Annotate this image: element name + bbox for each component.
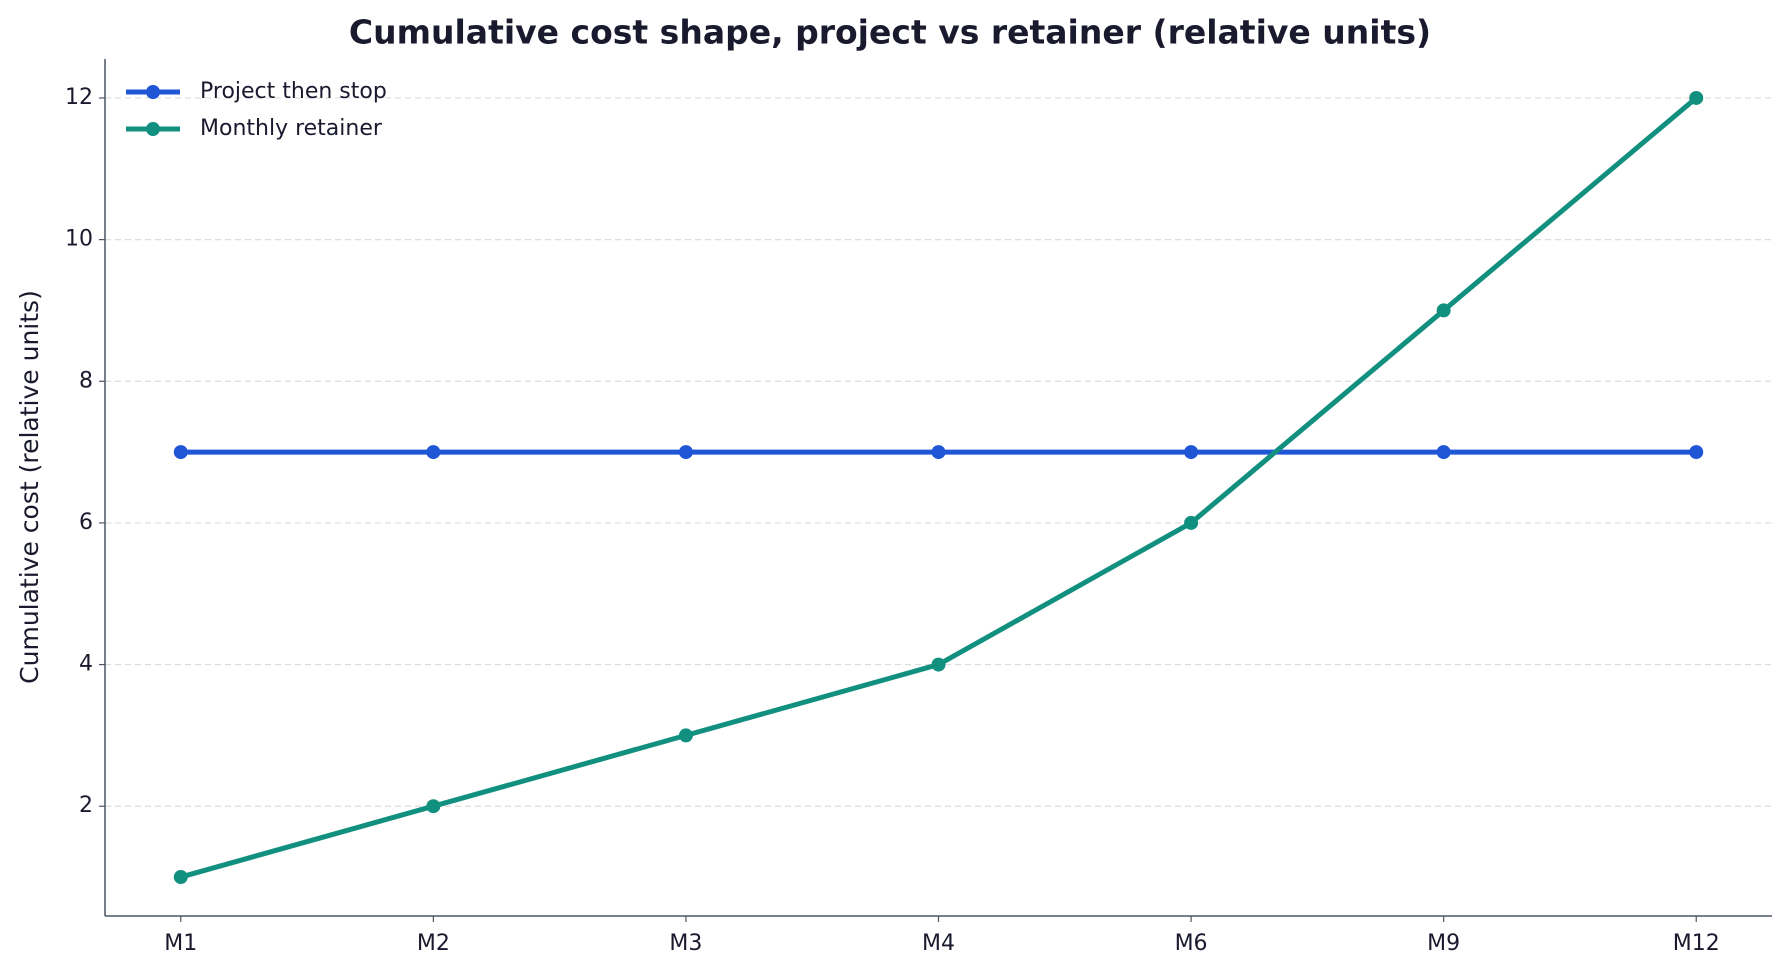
x-tick-label: M6 — [1175, 931, 1208, 956]
x-tick-label: M1 — [164, 931, 197, 956]
data-point — [1436, 303, 1451, 318]
legend-label: Monthly retainer — [200, 116, 383, 141]
y-tick-label: 6 — [79, 510, 93, 535]
legend-label: Project then stop — [200, 79, 387, 104]
y-tick-label: 10 — [65, 227, 93, 252]
data-point — [426, 445, 441, 460]
data-point — [1689, 90, 1704, 105]
x-tick-label: M12 — [1673, 931, 1720, 956]
legend-marker — [146, 85, 160, 99]
y-tick-label: 12 — [65, 85, 93, 110]
data-point — [1436, 445, 1451, 460]
data-point — [173, 445, 188, 460]
data-point — [173, 870, 188, 885]
data-point — [1184, 445, 1199, 460]
x-tick-label: M4 — [922, 931, 955, 956]
series-line — [180, 96, 1698, 880]
data-point — [678, 445, 693, 460]
data-point — [1184, 515, 1199, 530]
chart-title: Cumulative cost shape, project vs retain… — [349, 13, 1431, 52]
legend-marker — [146, 122, 160, 136]
y-axis-label: Cumulative cost (relative units) — [15, 290, 44, 684]
data-point — [426, 799, 441, 814]
x-tick-label: M9 — [1427, 931, 1460, 956]
y-tick-label: 2 — [79, 793, 93, 818]
data-point — [678, 728, 693, 743]
y-tick-label: 4 — [79, 652, 93, 677]
data-point — [931, 657, 946, 672]
x-tick-label: M2 — [417, 931, 450, 956]
data-point — [1689, 445, 1704, 460]
y-tick-label: 8 — [79, 368, 93, 393]
x-tick-label: M3 — [669, 931, 702, 956]
data-point — [931, 445, 946, 460]
